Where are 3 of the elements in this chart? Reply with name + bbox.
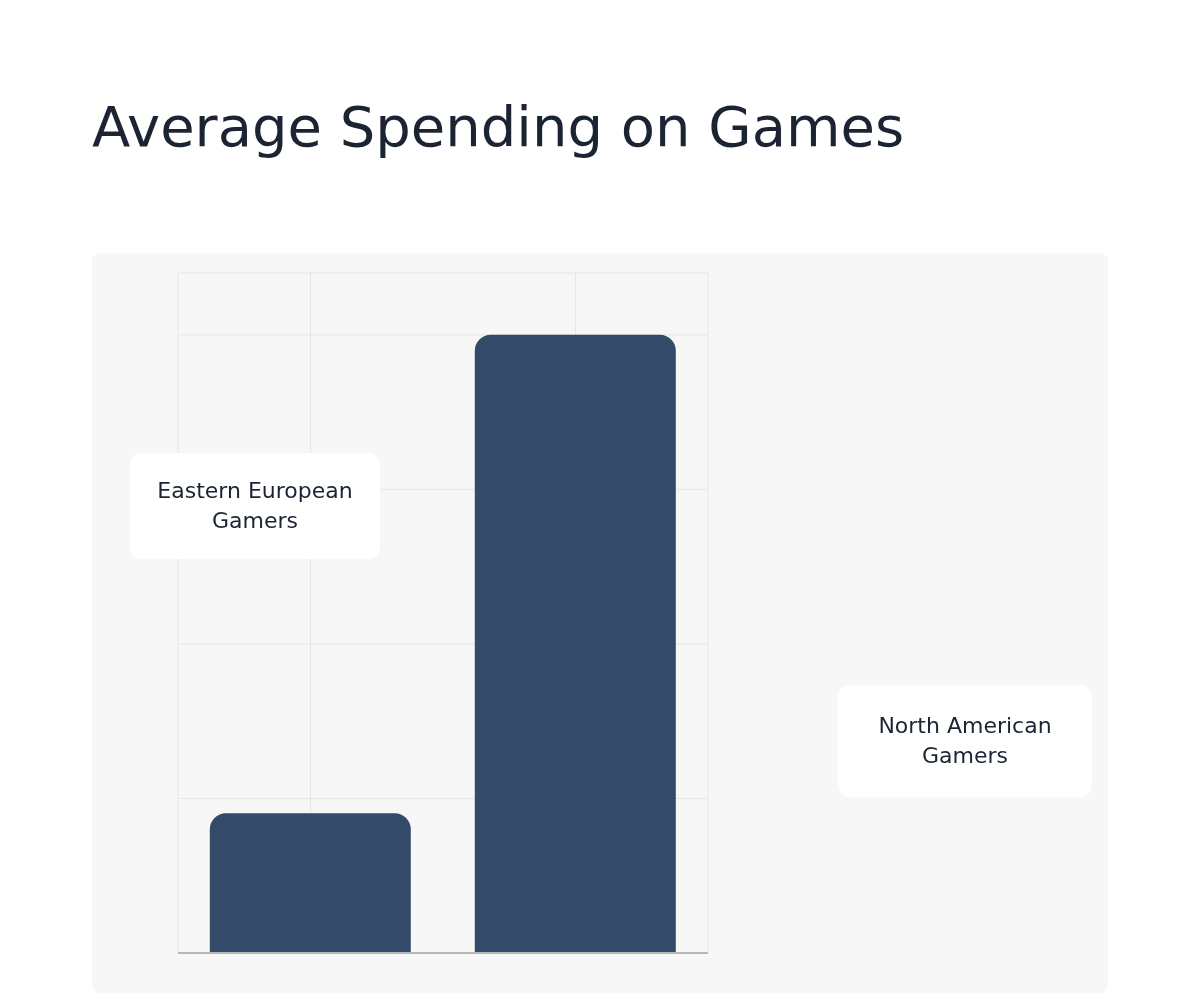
text: North American Gamers	[838, 685, 1092, 797]
chart-title: Average Spending on Games	[92, 94, 905, 159]
annotation: Eastern European Gamers	[130, 453, 380, 559]
